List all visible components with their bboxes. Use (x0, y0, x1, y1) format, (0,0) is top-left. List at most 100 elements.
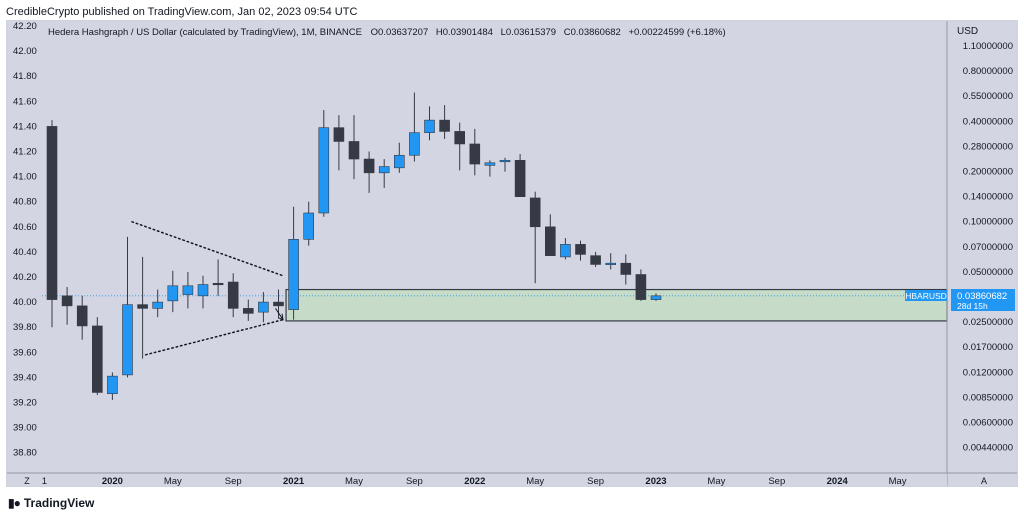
left-tick-label: 42.00 (13, 46, 37, 57)
right-tick-label: 0.05000000 (963, 267, 1013, 278)
triangle-lower-trendline[interactable] (144, 318, 284, 356)
plot-area[interactable] (42, 21, 947, 473)
candle-down[interactable] (212, 259, 224, 296)
candle-down[interactable] (92, 317, 103, 395)
candle-body (227, 281, 239, 309)
legend-open-label: O (371, 27, 378, 38)
time-tick-label: Sep (768, 476, 785, 486)
candle-down[interactable] (348, 115, 360, 180)
candle-down[interactable] (227, 273, 239, 318)
right-tick-label: 0.20000000 (963, 167, 1013, 178)
legend-close-label: C (564, 27, 571, 38)
time-tick-label: 2021 (283, 476, 305, 486)
candle-down[interactable] (454, 122, 466, 171)
candle-up[interactable] (197, 275, 209, 309)
candle-body (393, 154, 405, 169)
triangle-upper-trendline[interactable] (131, 221, 284, 277)
candle-body (61, 295, 73, 307)
candle-down[interactable] (243, 299, 254, 321)
right-tick-label: 0.00600000 (963, 418, 1013, 429)
candle-up[interactable] (107, 372, 118, 400)
candle-up[interactable] (499, 157, 511, 172)
candle-up[interactable] (258, 292, 269, 323)
candle-body (212, 282, 224, 286)
symbol-tag-text: HBARUSD (905, 291, 947, 301)
candle-down[interactable] (529, 191, 541, 284)
candle-down[interactable] (635, 269, 647, 301)
current-price-tag-bg (951, 289, 1015, 311)
candle-down[interactable] (575, 240, 586, 261)
demand-zone[interactable] (285, 288, 948, 322)
right-price-axis[interactable] (948, 21, 1017, 473)
candle-up[interactable] (393, 142, 405, 173)
candle-up[interactable] (318, 110, 330, 217)
candle-down[interactable] (620, 254, 632, 285)
candle-body (529, 197, 541, 228)
candle-body (378, 166, 390, 174)
left-tick-label: 41.60 (13, 96, 37, 107)
candle-body (514, 159, 526, 197)
candle-up[interactable] (122, 236, 133, 378)
candle-down[interactable] (76, 295, 88, 340)
candle-up[interactable] (167, 270, 179, 313)
candle-body (288, 239, 299, 310)
legend-high-value: 0.03901484 (443, 27, 493, 38)
auto-scale-left-button[interactable]: Z (17, 475, 37, 486)
right-tick-label: 1.10000000 (963, 41, 1013, 52)
candle-body (137, 304, 148, 309)
time-tick-label: Sep (587, 476, 604, 486)
left-tick-label: 40.80 (13, 197, 37, 208)
candle-up[interactable] (484, 160, 496, 177)
candle-body (92, 325, 103, 393)
left-tick-label: 40.00 (13, 297, 37, 308)
candle-up[interactable] (152, 289, 163, 318)
price-chart[interactable]: 42.20 42.00 41.80 41.60 41.40 41.20 41.00 40.80… (7, 21, 1017, 487)
candle-down[interactable] (439, 105, 450, 139)
candle-down[interactable] (363, 151, 375, 193)
left-tick-label: 41.40 (13, 121, 37, 132)
candle-down[interactable] (544, 214, 556, 256)
candle-down[interactable] (514, 154, 526, 197)
candle-body (469, 143, 481, 165)
candle-body (152, 301, 163, 309)
candle-down[interactable] (46, 120, 58, 328)
left-price-axis[interactable] (7, 21, 42, 473)
candle-up[interactable] (605, 253, 617, 270)
left-tick-label: 39.60 (13, 347, 37, 358)
symbol-tag-bg (905, 290, 947, 301)
candle-up[interactable] (424, 106, 435, 141)
candle-up[interactable] (288, 206, 299, 320)
chart-legend: Hedera Hashgraph / US Dollar (calculated… (48, 27, 726, 38)
candle-up[interactable] (409, 92, 420, 162)
time-tick-label: 2024 (827, 476, 849, 486)
candle-up[interactable] (650, 293, 662, 301)
candle-down[interactable] (333, 115, 345, 171)
candle-up[interactable] (378, 159, 390, 188)
candle-body (409, 132, 420, 156)
legend-symbol: Hedera Hashgraph / US Dollar (calculated… (48, 27, 362, 38)
left-tick-label: 39.00 (13, 423, 37, 434)
footer-brand[interactable]: ▮● TradingView (8, 496, 94, 510)
price-tag: HBARUSD 0.03860682 28d 15h (905, 289, 1015, 311)
legend-open-value: 0.03637207 (378, 27, 428, 38)
candle-up[interactable] (560, 238, 571, 260)
candle-down[interactable] (469, 128, 481, 176)
right-tick-label: 0.01700000 (963, 342, 1013, 353)
time-tick-label: 1 (42, 476, 47, 486)
breakout-arrow[interactable] (275, 308, 284, 320)
time-tick-label: Sep (406, 476, 423, 486)
candle-body (258, 301, 269, 313)
candle-up[interactable] (182, 271, 194, 309)
publisher-line: CredibleCrypto published on TradingView.… (6, 6, 358, 18)
candle-down[interactable] (61, 287, 73, 325)
bar-countdown-text: 28d 15h (957, 301, 988, 311)
candle-down[interactable] (590, 251, 601, 267)
right-tick-label: 0.80000000 (963, 66, 1013, 77)
candle-down[interactable] (137, 256, 148, 359)
breakout-arrowhead (277, 313, 284, 321)
candle-body (348, 141, 360, 160)
time-tick-label: May (707, 476, 725, 486)
candle-up[interactable] (303, 201, 315, 246)
auto-scale-right-button[interactable]: A (981, 476, 987, 486)
time-axis[interactable] (7, 474, 947, 486)
